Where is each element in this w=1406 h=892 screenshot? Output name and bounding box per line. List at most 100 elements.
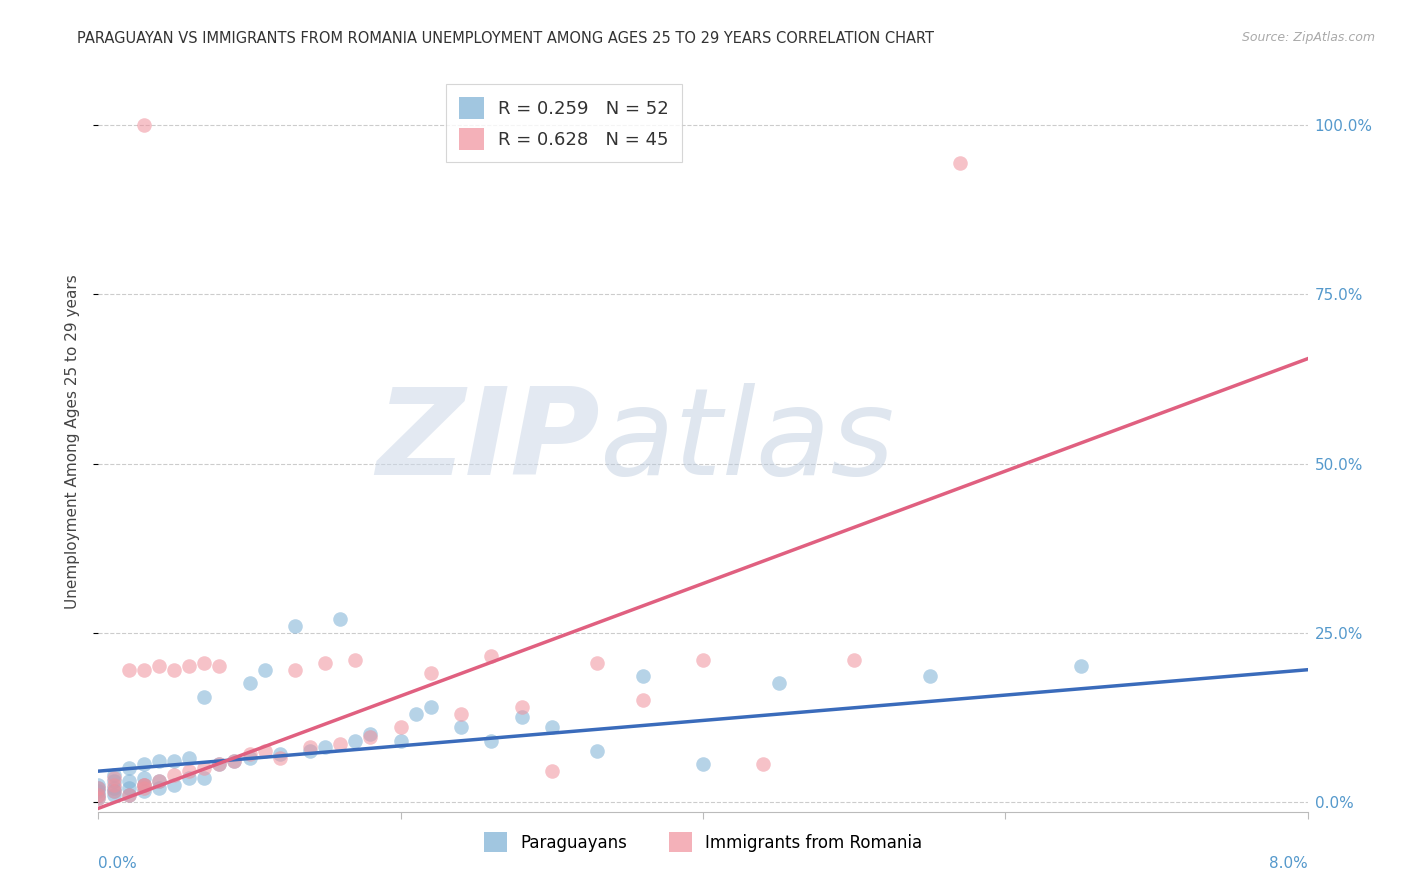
Point	[132, 784, 155, 798]
Point	[118, 780, 141, 795]
Point	[389, 720, 412, 734]
Point	[752, 757, 775, 772]
Point	[179, 771, 201, 785]
Point	[132, 771, 155, 785]
Point	[163, 663, 186, 677]
Point	[163, 754, 186, 768]
Point	[420, 700, 443, 714]
Point	[540, 764, 562, 779]
Point	[132, 780, 155, 795]
Point	[239, 750, 262, 764]
Y-axis label: Unemployment Among Ages 25 to 29 years: Unemployment Among Ages 25 to 29 years	[65, 274, 80, 609]
Point	[269, 747, 291, 762]
Point	[1070, 659, 1092, 673]
Point	[148, 754, 170, 768]
Point	[179, 750, 201, 764]
Point	[148, 780, 170, 795]
Point	[193, 771, 215, 785]
Point	[193, 761, 215, 775]
Text: atlas: atlas	[600, 383, 896, 500]
Point	[299, 740, 322, 755]
Point	[148, 774, 170, 789]
Point	[132, 778, 155, 792]
Point	[344, 733, 367, 747]
Point	[103, 788, 125, 802]
Point	[163, 767, 186, 781]
Point	[692, 652, 714, 666]
Legend: Paraguayans, Immigrants from Romania: Paraguayans, Immigrants from Romania	[477, 825, 929, 859]
Point	[103, 767, 125, 781]
Text: Source: ZipAtlas.com: Source: ZipAtlas.com	[1241, 31, 1375, 45]
Point	[450, 720, 472, 734]
Point	[631, 693, 654, 707]
Point	[87, 788, 110, 802]
Point	[87, 780, 110, 795]
Point	[132, 663, 155, 677]
Point	[132, 778, 155, 792]
Point	[692, 757, 714, 772]
Point	[844, 652, 866, 666]
Point	[118, 761, 141, 775]
Point	[284, 619, 307, 633]
Point	[405, 706, 427, 721]
Point	[239, 676, 262, 690]
Point	[132, 119, 155, 133]
Point	[360, 727, 382, 741]
Point	[179, 659, 201, 673]
Point	[360, 731, 382, 745]
Point	[224, 754, 246, 768]
Point	[269, 750, 291, 764]
Point	[208, 659, 231, 673]
Point	[949, 155, 972, 169]
Point	[389, 733, 412, 747]
Point	[239, 747, 262, 762]
Point	[329, 612, 352, 626]
Point	[87, 791, 110, 805]
Point	[103, 774, 125, 789]
Point	[148, 659, 170, 673]
Point	[314, 656, 336, 670]
Point	[299, 744, 322, 758]
Point	[132, 778, 155, 792]
Point	[103, 784, 125, 798]
Point	[420, 666, 443, 681]
Point	[163, 778, 186, 792]
Point	[918, 669, 941, 683]
Point	[103, 784, 125, 798]
Point	[586, 744, 609, 758]
Text: PARAGUAYAN VS IMMIGRANTS FROM ROMANIA UNEMPLOYMENT AMONG AGES 25 TO 29 YEARS COR: PARAGUAYAN VS IMMIGRANTS FROM ROMANIA UN…	[77, 31, 935, 46]
Point	[329, 737, 352, 751]
Point	[586, 656, 609, 670]
Point	[87, 784, 110, 798]
Point	[87, 791, 110, 805]
Point	[510, 700, 533, 714]
Point	[314, 740, 336, 755]
Point	[118, 663, 141, 677]
Point	[208, 757, 231, 772]
Text: ZIP: ZIP	[377, 383, 600, 500]
Point	[481, 649, 503, 664]
Point	[132, 757, 155, 772]
Point	[103, 771, 125, 785]
Point	[103, 780, 125, 795]
Point	[540, 720, 562, 734]
Point	[481, 733, 503, 747]
Point	[253, 744, 276, 758]
Point	[118, 788, 141, 802]
Point	[284, 663, 307, 677]
Point	[193, 656, 215, 670]
Point	[208, 757, 231, 772]
Point	[631, 669, 654, 683]
Text: 0.0%: 0.0%	[98, 856, 138, 871]
Point	[87, 788, 110, 802]
Point	[118, 788, 141, 802]
Point	[179, 764, 201, 779]
Point	[224, 754, 246, 768]
Point	[103, 778, 125, 792]
Text: 8.0%: 8.0%	[1268, 856, 1308, 871]
Point	[768, 676, 790, 690]
Point	[253, 663, 276, 677]
Point	[193, 690, 215, 704]
Point	[450, 706, 472, 721]
Point	[344, 652, 367, 666]
